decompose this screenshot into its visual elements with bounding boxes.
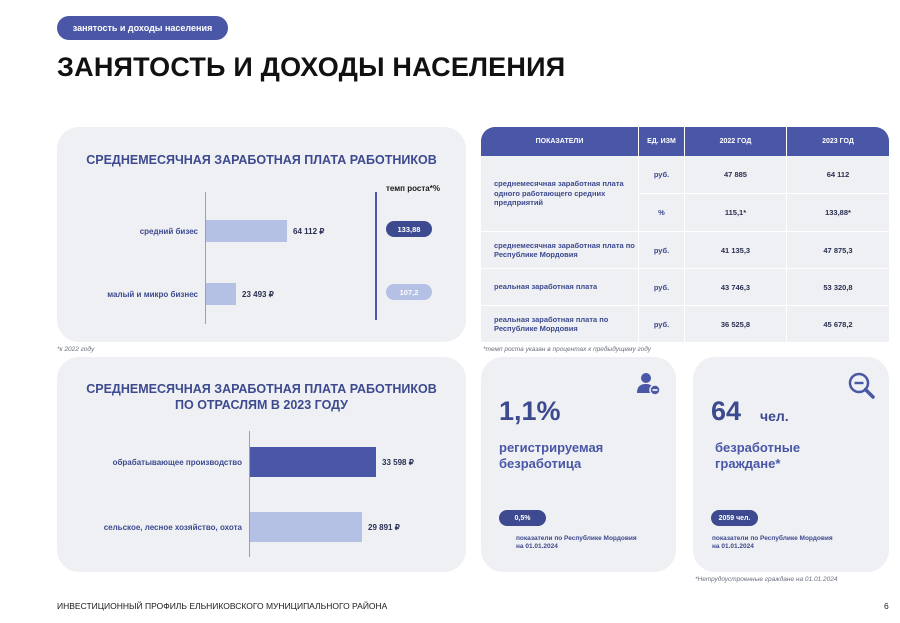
growth-badge: 107,2 xyxy=(386,284,432,300)
region-value-badge: 0,5% xyxy=(499,510,546,526)
bar-agriculture xyxy=(250,512,362,542)
value-cell: 45 678,2 xyxy=(787,306,889,343)
column-header: ПОКАЗАТЕЛИ xyxy=(481,127,639,156)
label-line: регистрируемая xyxy=(499,440,604,455)
label-line: безработные xyxy=(715,440,801,455)
indicator-cell: среднемесячная заработная плата по Респу… xyxy=(481,232,639,269)
region-note: показатели по Республике Мордовия на 01.… xyxy=(712,535,833,552)
value-cell: 36 525,8 xyxy=(685,306,787,343)
note-line: показатели по Республике Мордовия xyxy=(712,535,833,542)
bar-manufacturing xyxy=(250,447,376,477)
unemployed-footnote: *Нетрудоустроенные граждане на 01.01.202… xyxy=(695,576,838,583)
value-cell: 133,88* xyxy=(787,194,889,232)
note-line: на 01.01.2024 xyxy=(712,543,754,551)
growth-badge: 133,88 xyxy=(386,221,432,237)
category-label: средний бизес xyxy=(139,227,198,236)
zoom-out-icon xyxy=(847,371,877,406)
value-cell: 115,1* xyxy=(685,194,787,232)
bar-value-label: 23 493 ₽ xyxy=(242,290,274,299)
unit-cell: руб. xyxy=(639,156,685,194)
bar-value-label: 29 891 ₽ xyxy=(368,523,400,532)
bar-medium-business xyxy=(206,220,287,242)
bar-value-label: 64 112 ₽ xyxy=(293,227,325,236)
region-value-badge: 2059 чел. xyxy=(711,510,758,526)
page-title: ЗАНЯТОСТЬ И ДОХОДЫ НАСЕЛЕНИЯ xyxy=(57,52,566,82)
bar-small-business xyxy=(206,283,236,305)
unemployed-count-value: 64 xyxy=(711,396,742,426)
page-number: 6 xyxy=(884,601,889,611)
user-minus-icon xyxy=(636,371,662,402)
growth-header: темп роста*% xyxy=(386,184,440,193)
note-line: на 01.01.2024 xyxy=(516,543,558,551)
unemployed-citizens-label: безработные граждане* xyxy=(715,440,800,473)
unit-cell: руб. xyxy=(639,232,685,269)
value-cell: 47 875,3 xyxy=(787,232,889,269)
unit-cell: руб. xyxy=(639,306,685,343)
unemployed-count-unit: чел. xyxy=(760,408,789,424)
value-cell: 41 135,3 xyxy=(685,232,787,269)
value-cell: 53 320,8 xyxy=(787,269,889,306)
footer-text: ИНВЕСТИЦИОННЫЙ ПРОФИЛЬ ЕЛЬНИКОВСКОГО МУН… xyxy=(57,601,388,611)
industry-chart-title-line1: СРЕДНЕМЕСЯЧНАЯ ЗАРАБОТНАЯ ПЛАТА РАБОТНИК… xyxy=(86,382,437,396)
unemployment-rate-label: регистрируемая безработица xyxy=(499,440,603,473)
column-header: ЕД. ИЗМ xyxy=(639,127,685,156)
label-line: граждане* xyxy=(715,456,781,472)
indicator-cell: реальная заработная плата xyxy=(481,269,639,306)
salary-table: ПОКАЗАТЕЛИ ЕД. ИЗМ 2022 ГОД 2023 ГОД сре… xyxy=(481,127,889,343)
category-label: малый и микро бизнес xyxy=(107,290,198,299)
section-tag: занятость и доходы населения xyxy=(57,16,228,40)
indicator-cell: среднемесячная заработная плата одного р… xyxy=(481,156,639,232)
value-cell: 47 885 xyxy=(685,156,787,194)
category-label: обрабатывающее производство xyxy=(112,458,242,467)
industry-chart-title: СРЕДНЕМЕСЯЧНАЯ ЗАРАБОТНАЯ ПЛАТА РАБОТНИК… xyxy=(57,382,466,413)
chart-axis xyxy=(205,192,206,324)
chart-axis xyxy=(249,431,250,557)
unit-cell: % xyxy=(639,194,685,232)
region-note: показатели по Республике Мордовия на 01.… xyxy=(516,535,637,552)
note-line: показатели по Республике Мордовия xyxy=(516,535,637,542)
chart-footnote: *к 2022 году xyxy=(57,346,95,353)
industry-chart-title-line2: ПО ОТРАСЛЯМ В 2023 ГОДУ xyxy=(175,397,348,412)
value-cell: 43 746,3 xyxy=(685,269,787,306)
column-header: 2023 ГОД xyxy=(787,127,889,156)
bar-value-label: 33 598 ₽ xyxy=(382,458,414,467)
unit-cell: руб. xyxy=(639,269,685,306)
value-cell: 64 112 xyxy=(787,156,889,194)
indicator-cell: реальная заработная плата по Республике … xyxy=(481,306,639,343)
table-footnote: *темп роста указан в процентах к предыду… xyxy=(483,346,652,353)
unemployment-rate-value: 1,1% xyxy=(499,396,561,426)
category-label: сельское, лесное хозяйство, охота xyxy=(103,523,242,532)
column-header: 2022 ГОД xyxy=(685,127,787,156)
growth-separator xyxy=(375,192,377,320)
salary-chart-title: СРЕДНЕМЕСЯЧНАЯ ЗАРАБОТНАЯ ПЛАТА РАБОТНИК… xyxy=(86,153,437,167)
label-line: безработица xyxy=(499,456,582,472)
